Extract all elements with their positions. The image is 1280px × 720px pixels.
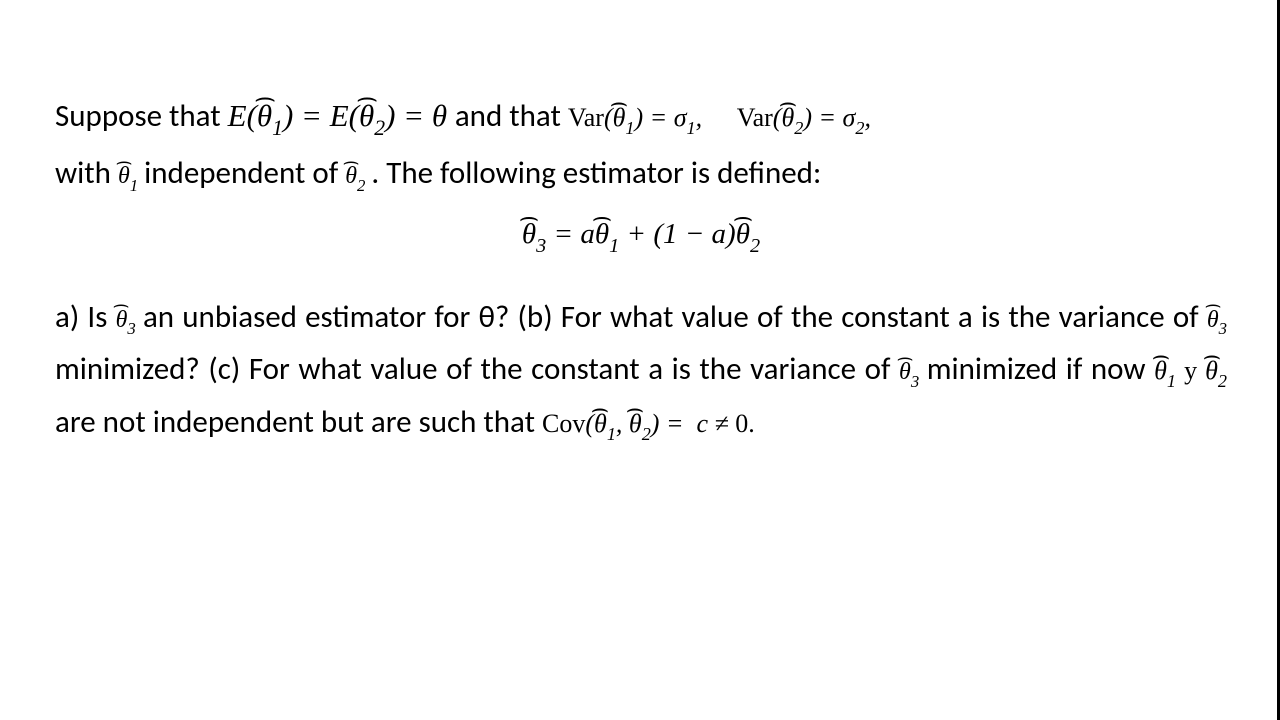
text-with: with — [55, 154, 118, 192]
math-cov: Cov(θ1, θ2) = c ≠ 0. — [542, 409, 755, 438]
math-expectation: E(θ1) = E(θ2) = θ — [228, 98, 455, 133]
centered-equation: θ3 = aθ1 + (1 − a)θ2 — [55, 218, 1227, 256]
math-theta1-theta2: θ1 y θ2 — [1154, 356, 1227, 385]
math-theta2-a: θ2 — [345, 163, 371, 189]
math-var2: Var(θ2) = σ2, — [737, 103, 871, 132]
text-q-e: are not independent but are such that — [55, 403, 542, 441]
text-and-that: and that — [455, 97, 568, 135]
text-following: . The following estimator is defined: — [371, 154, 821, 192]
math-var1: Var(θ1) = σ1, — [568, 103, 709, 132]
text-q-d: minimized if now — [927, 350, 1154, 388]
text-q-c: minimized? (c) For what value of the con… — [55, 350, 899, 388]
math-theta3-a: θ3 — [116, 307, 143, 333]
paragraph-line-1: Suppose that E(θ1) = E(θ2) = θ and that … — [55, 90, 1227, 145]
paragraph-questions: a) Is θ3 an unbiased estimator for θ? (b… — [55, 291, 1227, 449]
paragraph-line-2: with θ1 independent of θ2 . The followin… — [55, 147, 1227, 200]
math-theta1-a: θ1 — [118, 163, 144, 189]
text-q-b: an unbiased estimator for θ? (b) For wha… — [143, 298, 1207, 336]
text-q-a: a) Is — [55, 298, 116, 336]
math-theta3-c: θ3 — [899, 359, 927, 385]
math-theta3-b: θ3 — [1207, 307, 1227, 333]
text-suppose: Suppose that — [55, 97, 228, 135]
text-independent: independent of — [144, 154, 345, 192]
